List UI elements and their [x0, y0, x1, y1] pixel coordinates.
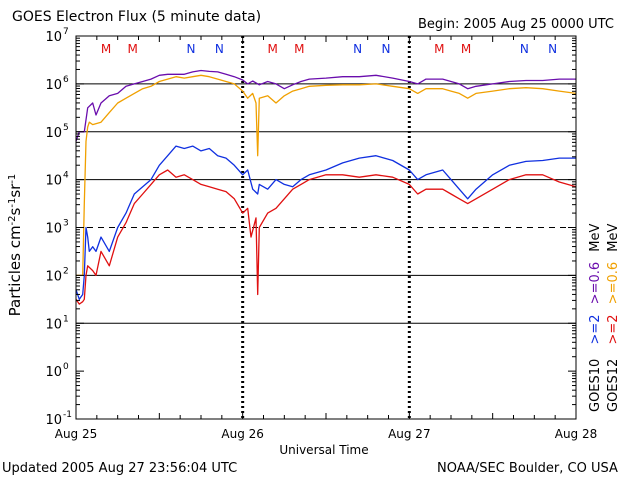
- y-tick-label-exp-1e3: 3: [63, 219, 69, 229]
- marker-M: M: [434, 42, 444, 56]
- legend-unit-2: MeV: [606, 224, 621, 252]
- marker-N: N: [548, 42, 557, 56]
- x-tick-label-Aug-25: Aug 25: [55, 427, 98, 441]
- marker-M: M: [461, 42, 471, 56]
- marker-N: N: [353, 42, 362, 56]
- legend-goes10-name: GOES10: [588, 359, 603, 412]
- x-tick-labels: Aug 25 Aug 26 Aug 27 Aug 28: [55, 427, 598, 441]
- updated-label: Updated 2005 Aug 27 23:56:04 UTC: [2, 461, 238, 476]
- marker-M: M: [127, 42, 137, 56]
- marker-N: N: [382, 42, 391, 56]
- begin-label: Begin: 2005 Aug 25 0000 UTC: [418, 17, 614, 32]
- legend-goes10-thr2: >=2: [588, 314, 603, 344]
- y-tick-label-1e2: 10: [45, 269, 62, 284]
- y-tick-label-1e7: 10: [45, 30, 62, 45]
- axis-ticks: [75, 35, 577, 420]
- y-tick-label-1e1: 10: [45, 317, 62, 332]
- legend-goes12-thr06: >=0.6: [606, 262, 621, 304]
- y-tick-label-1e-1: 10: [45, 413, 62, 428]
- marker-N: N: [215, 42, 224, 56]
- y-tick-label-exp-1e2: 2: [63, 266, 69, 276]
- legend-goes12: GOES12 >=2 >=0.6 MeV: [606, 224, 621, 412]
- y-tick-label-1e6: 10: [45, 78, 62, 93]
- legend-goes12-name: GOES12: [606, 359, 621, 412]
- marker-M: M: [294, 42, 304, 56]
- y-tick-label-exp-1e7: 7: [63, 27, 69, 37]
- legend-goes10-thr06: >=0.6: [588, 262, 603, 304]
- x-tick-label-Aug-28: Aug 28: [555, 427, 598, 441]
- y-tick-label-exp-1e5: 5: [63, 123, 69, 133]
- marker-M: M: [101, 42, 111, 56]
- y-tick-label-1e4: 10: [45, 174, 62, 189]
- marker-N: N: [187, 42, 196, 56]
- y-tick-label-exp-1e1: 1: [63, 314, 69, 324]
- y-tick-label-exp-1e-1: -1: [63, 410, 72, 420]
- series-lines: [75, 69, 577, 305]
- day-boundaries: [241, 36, 411, 419]
- legend-unit-1: MeV: [588, 224, 603, 252]
- y-tick-label-exp-1e6: 6: [63, 75, 69, 85]
- marker-N: N: [520, 42, 529, 56]
- legend-goes10: GOES10 >=2 >=0.6 MeV: [588, 224, 603, 412]
- x-axis-title: Universal Time: [279, 443, 368, 457]
- series-line-goes12_2: [75, 169, 577, 305]
- series-line-goes10_06: [75, 69, 576, 142]
- y-tick-label-1e5: 10: [45, 126, 62, 141]
- series-line-goes10_2: [75, 145, 576, 300]
- plot-frame: [75, 35, 577, 420]
- y-tick-label-1e0: 10: [45, 365, 62, 380]
- marker-M: M: [267, 42, 277, 56]
- chart-title: GOES Electron Flux (5 minute data): [12, 9, 262, 25]
- x-tick-label-Aug-26: Aug 26: [221, 427, 264, 441]
- legend-goes12-thr2: >=2: [606, 314, 621, 344]
- y-axis-title: Particles cm-2s-1sr-1: [6, 174, 24, 317]
- gridlines: [76, 83, 576, 324]
- y-tick-label-1e3: 10: [45, 222, 62, 237]
- y-tick-label-exp-1e4: 4: [63, 171, 69, 181]
- series-line-goes12_06: [76, 74, 577, 277]
- x-tick-label-Aug-27: Aug 27: [388, 427, 431, 441]
- credit-label: NOAA/SEC Boulder, CO USA: [437, 461, 618, 476]
- y-tick-label-exp-1e0: 0: [63, 362, 69, 372]
